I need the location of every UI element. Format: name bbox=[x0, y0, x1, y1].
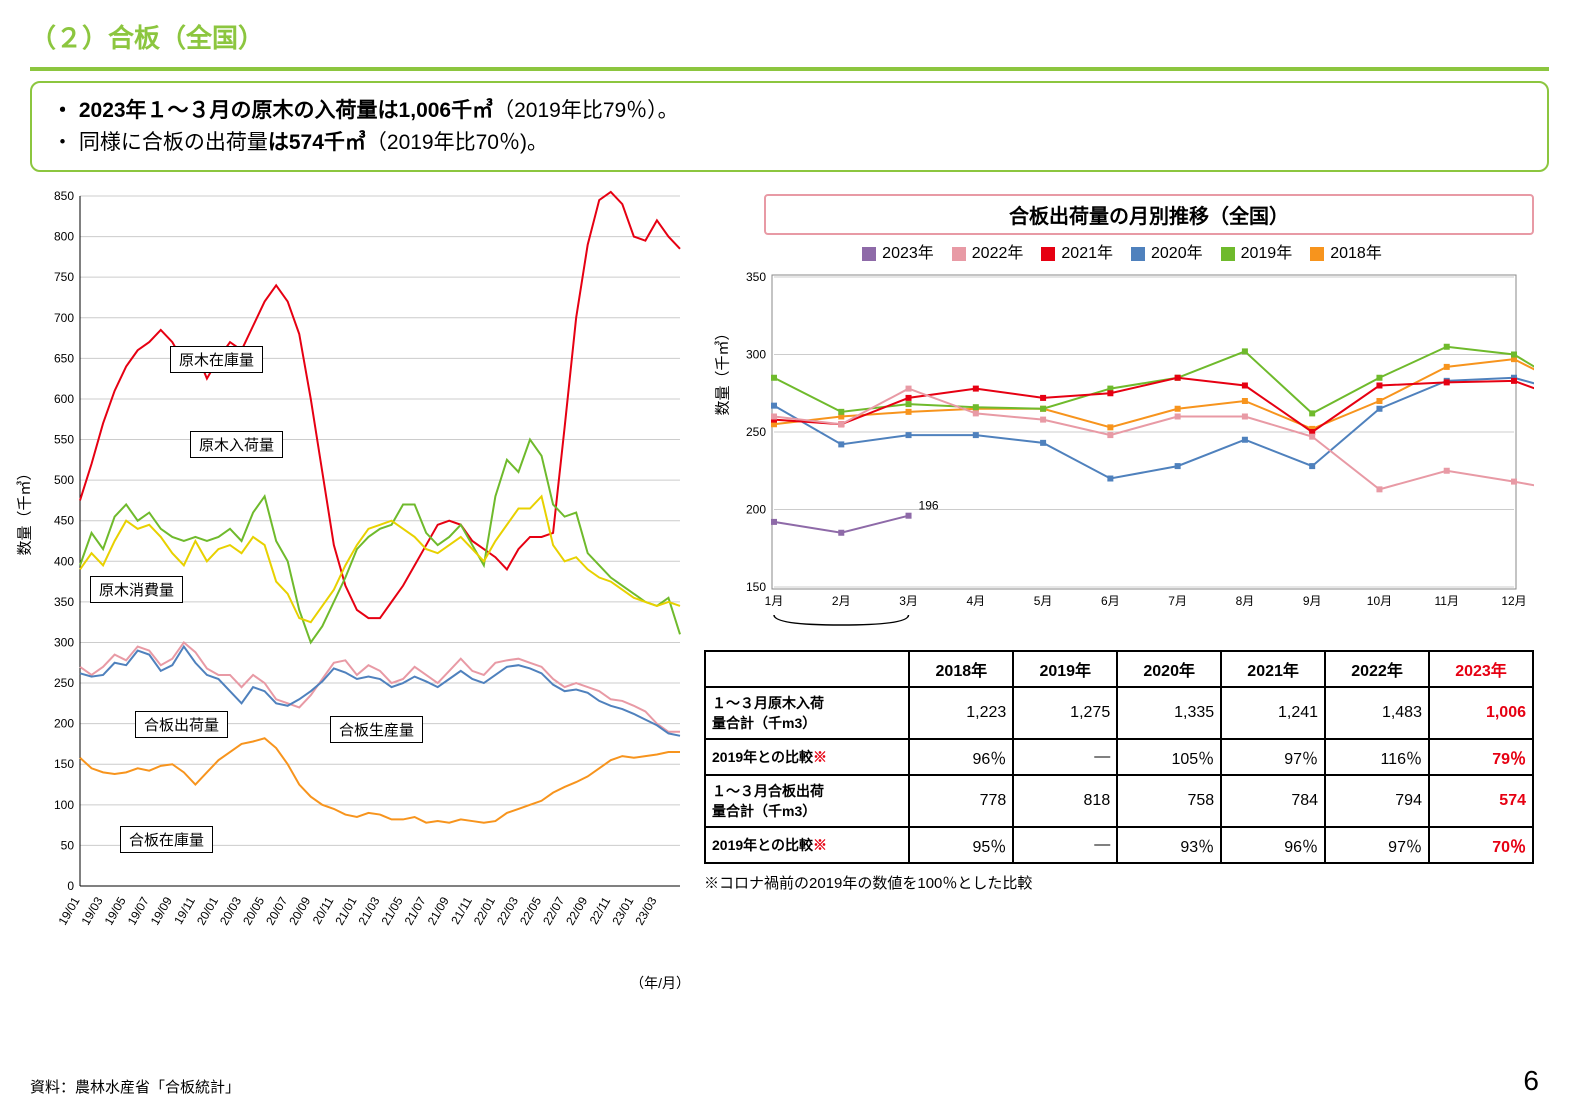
summary-1a: ・ 2023年１～３月の原木の入荷量は1,006千㎥ bbox=[52, 99, 493, 122]
svg-text:100: 100 bbox=[54, 798, 74, 812]
svg-text:9月: 9月 bbox=[1303, 594, 1322, 608]
svg-text:20/11: 20/11 bbox=[310, 894, 337, 927]
svg-text:800: 800 bbox=[54, 230, 74, 244]
svg-text:11月: 11月 bbox=[1434, 594, 1458, 608]
svg-text:21/03: 21/03 bbox=[355, 894, 382, 927]
svg-text:200: 200 bbox=[54, 717, 74, 731]
svg-text:21/09: 21/09 bbox=[425, 894, 452, 927]
svg-text:20/07: 20/07 bbox=[263, 894, 290, 927]
svg-text:350: 350 bbox=[746, 270, 766, 284]
svg-text:21/11: 21/11 bbox=[448, 894, 475, 927]
svg-text:300: 300 bbox=[54, 635, 74, 649]
svg-text:23/01: 23/01 bbox=[609, 894, 636, 927]
svg-text:600: 600 bbox=[54, 392, 74, 406]
side-legend: 2023年2022年2021年2020年2019年2018年 bbox=[704, 239, 1534, 263]
svg-text:400: 400 bbox=[54, 554, 74, 568]
summary-2c: （2019年比70％)。 bbox=[366, 131, 548, 154]
svg-text:21/07: 21/07 bbox=[402, 894, 429, 927]
svg-text:23/03: 23/03 bbox=[632, 894, 659, 927]
page-number: 6 bbox=[1523, 1065, 1539, 1097]
lbl-consumption: 原木消費量 bbox=[90, 576, 183, 603]
svg-text:22/11: 22/11 bbox=[587, 894, 614, 927]
svg-text:150: 150 bbox=[54, 757, 74, 771]
svg-text:250: 250 bbox=[54, 676, 74, 690]
svg-text:19/01: 19/01 bbox=[55, 894, 82, 927]
divider bbox=[30, 67, 1549, 71]
svg-text:21/05: 21/05 bbox=[379, 894, 406, 927]
lbl-stock-log: 原木在庫量 bbox=[170, 346, 263, 373]
lbl-incoming: 原木入荷量 bbox=[190, 431, 283, 458]
main-chart: 数量（千㎥） 050100150200250300350400450500550… bbox=[30, 186, 690, 993]
side-ylabel: 数量（千㎥） bbox=[712, 325, 733, 415]
page-title: （２）合板（全国） bbox=[30, 18, 1549, 55]
svg-text:12月: 12月 bbox=[1501, 594, 1526, 608]
svg-text:19/03: 19/03 bbox=[79, 894, 106, 927]
svg-text:350: 350 bbox=[54, 595, 74, 609]
svg-text:450: 450 bbox=[54, 514, 74, 528]
svg-text:20/05: 20/05 bbox=[240, 894, 267, 927]
svg-text:19/09: 19/09 bbox=[148, 894, 175, 927]
lbl-shipment: 合板出荷量 bbox=[135, 711, 228, 738]
main-ylabel: 数量（千㎥） bbox=[14, 465, 35, 555]
svg-text:20/03: 20/03 bbox=[217, 894, 244, 927]
svg-text:19/05: 19/05 bbox=[102, 894, 129, 927]
svg-text:22/05: 22/05 bbox=[517, 894, 544, 927]
svg-text:4月: 4月 bbox=[966, 594, 985, 608]
svg-text:22/01: 22/01 bbox=[471, 894, 498, 927]
main-xlabel: （年/月） bbox=[30, 973, 690, 993]
svg-text:300: 300 bbox=[746, 348, 766, 362]
svg-text:550: 550 bbox=[54, 433, 74, 447]
source-note: 資料：農林水産省「合板統計」 bbox=[30, 1076, 240, 1097]
svg-text:250: 250 bbox=[746, 425, 766, 439]
svg-text:20/01: 20/01 bbox=[194, 894, 221, 927]
svg-text:19/07: 19/07 bbox=[125, 894, 152, 927]
svg-text:750: 750 bbox=[54, 270, 74, 284]
svg-text:7月: 7月 bbox=[1168, 594, 1187, 608]
svg-text:21/01: 21/01 bbox=[332, 894, 359, 927]
svg-text:650: 650 bbox=[54, 351, 74, 365]
svg-text:6月: 6月 bbox=[1101, 594, 1120, 608]
svg-text:3月: 3月 bbox=[899, 594, 918, 608]
svg-text:5月: 5月 bbox=[1034, 594, 1053, 608]
svg-text:0: 0 bbox=[67, 879, 74, 893]
svg-text:22/07: 22/07 bbox=[540, 894, 567, 927]
summary-2b: は574千㎥ bbox=[268, 131, 366, 154]
table-footnote: ※コロナ禍前の2019年の数値を100％とした比較 bbox=[704, 872, 1534, 893]
svg-text:850: 850 bbox=[54, 189, 74, 203]
svg-text:500: 500 bbox=[54, 473, 74, 487]
side-chart-svg: 150 200 250 300 350 1月 2月 3月 4月 5月 6月 7月 8月 9月 10月 11月 1… bbox=[704, 267, 1534, 627]
side-chart: 数量（千㎥） 150 200 250 300 350 1月 2月 3月 4月 5月 6月 7月 8月 9月… bbox=[704, 267, 1534, 632]
lbl-stock-ply: 合板在庫量 bbox=[120, 826, 213, 853]
svg-text:150: 150 bbox=[746, 580, 766, 594]
lbl-production: 合板生産量 bbox=[330, 716, 423, 743]
svg-text:2月: 2月 bbox=[832, 594, 851, 608]
summary-box: ・ 2023年１～３月の原木の入荷量は1,006千㎥（2019年比79％）。 ・… bbox=[30, 81, 1549, 172]
summary-1b: （2019年比79％）。 bbox=[493, 99, 679, 122]
svg-text:20/09: 20/09 bbox=[286, 894, 313, 927]
svg-text:19/11: 19/11 bbox=[171, 894, 198, 927]
svg-text:22/03: 22/03 bbox=[494, 894, 521, 927]
side-chart-title: 合板出荷量の月別推移（全国） bbox=[764, 194, 1534, 235]
svg-text:10月: 10月 bbox=[1367, 594, 1392, 608]
svg-text:200: 200 bbox=[746, 503, 766, 517]
svg-text:700: 700 bbox=[54, 311, 74, 325]
summary-2a: ・ 同様に合板の出荷量 bbox=[52, 131, 268, 154]
svg-text:196: 196 bbox=[919, 499, 939, 513]
svg-text:8月: 8月 bbox=[1236, 594, 1255, 608]
comparison-table: 2018年2019年2020年2021年2022年2023年１～３月原木入荷量合… bbox=[704, 650, 1534, 864]
svg-text:1月: 1月 bbox=[765, 594, 784, 608]
svg-text:22/09: 22/09 bbox=[563, 894, 590, 927]
svg-text:50: 50 bbox=[61, 838, 75, 852]
